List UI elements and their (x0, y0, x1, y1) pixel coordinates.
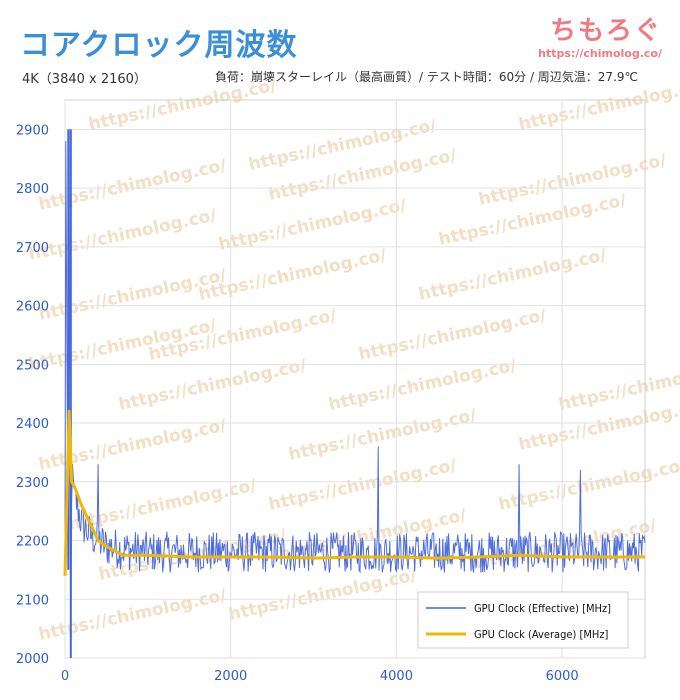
page-title: コアクロック周波数 (20, 28, 298, 63)
resolution-label: 4K（3840 x 2160） (22, 72, 147, 87)
logo-text: ちもろぐ (549, 16, 662, 46)
x-tick-label: 4000 (380, 669, 413, 684)
watermark-text: https://chimolog.co/ (67, 475, 259, 535)
watermark-text: https://chimolog.co/ (227, 565, 419, 625)
y-tick-label: 2900 (16, 123, 49, 138)
site-logo: ちもろぐ https://chimolog.co/ (538, 10, 662, 60)
legend-label: GPU Clock (Average) [MHz] (474, 628, 609, 641)
legend-box (417, 591, 629, 649)
watermark-text: https://chimolog.co/ (517, 75, 680, 135)
y-tick-label: 2600 (16, 300, 49, 315)
logo-url: https://chimolog.co/ (538, 47, 662, 60)
x-tick-label: 2000 (214, 669, 247, 684)
x-tick-label: 0 (61, 669, 69, 684)
watermark-text: https://chimolog.co/ (417, 245, 609, 305)
watermark-text: https://chimolog.co/ (267, 455, 459, 515)
watermark-text: https://chimolog.co/ (357, 305, 549, 365)
y-tick-label: 2300 (16, 476, 49, 491)
y-tick-label: 2800 (16, 182, 49, 197)
watermark-text: https://chimolog.co/ (37, 585, 229, 645)
series-average-line (63, 409, 645, 576)
watermark-text: https://chimolog.co/ (87, 75, 279, 135)
y-tick-label: 2700 (16, 241, 49, 256)
watermark-text: https://chimolog.co/ (497, 455, 680, 515)
y-tick-label: 2400 (16, 417, 49, 432)
x-tick-label: 6000 (546, 669, 579, 684)
y-tick-label: 2000 (16, 652, 49, 667)
y-tick-label: 2200 (16, 535, 49, 550)
watermark-text: https://chimolog.co/ (27, 205, 219, 265)
test-conditions: 負荷：崩壊スターレイル（最高画質）/ テスト時間：60分 / 周辺気温：27.9… (215, 70, 638, 84)
watermark-text: https://chimolog.co/ (437, 190, 629, 250)
y-tick-label: 2500 (16, 358, 49, 373)
y-tick-label: 2100 (16, 593, 49, 608)
legend-label: GPU Clock (Effective) [MHz] (474, 602, 611, 615)
